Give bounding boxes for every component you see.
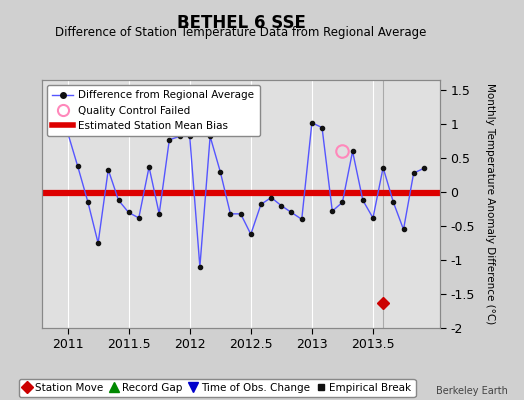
Text: BETHEL 6 SSE: BETHEL 6 SSE [177, 14, 305, 32]
Legend: Station Move, Record Gap, Time of Obs. Change, Empirical Break: Station Move, Record Gap, Time of Obs. C… [19, 379, 416, 397]
Y-axis label: Monthly Temperature Anomaly Difference (°C): Monthly Temperature Anomaly Difference (… [485, 83, 495, 325]
Text: Berkeley Earth: Berkeley Earth [436, 386, 508, 396]
Text: Difference of Station Temperature Data from Regional Average: Difference of Station Temperature Data f… [56, 26, 427, 39]
